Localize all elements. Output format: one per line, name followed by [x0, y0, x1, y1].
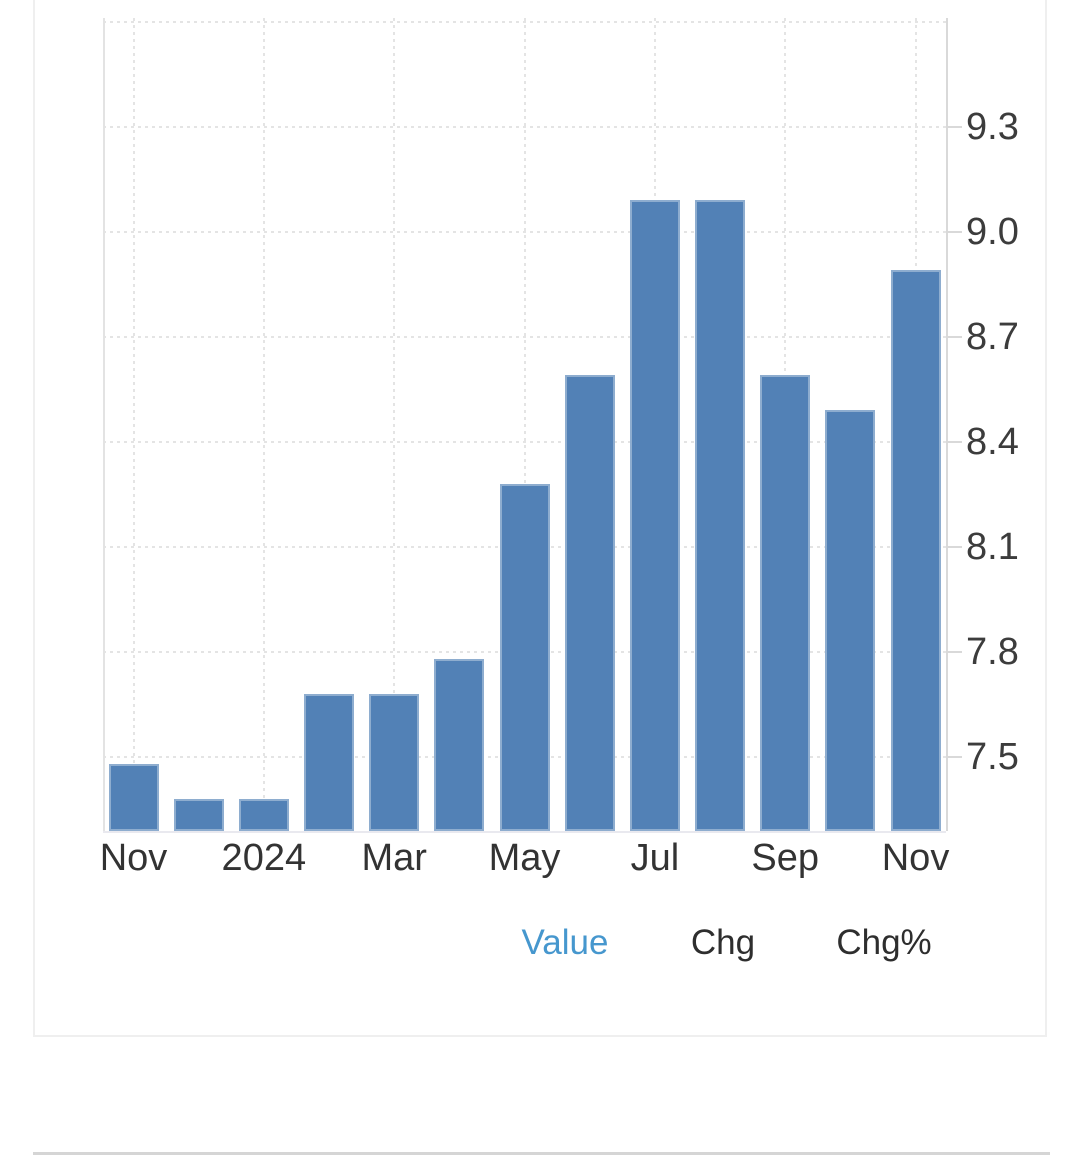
- tab-chg[interactable]: Chg: [690, 923, 756, 962]
- bar[interactable]: [825, 410, 876, 831]
- x-tick-label: Mar: [361, 837, 427, 879]
- bar[interactable]: [564, 375, 615, 831]
- bar[interactable]: [499, 484, 550, 831]
- y-tick-label: 9.0: [966, 210, 1019, 253]
- bar[interactable]: [369, 694, 420, 831]
- bottom-divider: [33, 1152, 1050, 1155]
- v-gridline: [523, 18, 526, 831]
- y-tick-label: 7.5: [966, 736, 1019, 779]
- y-tick: [946, 335, 962, 338]
- y-tick: [946, 230, 962, 233]
- y-tick: [946, 756, 962, 759]
- x-tick-label: 2024: [221, 837, 307, 879]
- plot-left-border: [103, 18, 105, 831]
- y-tick-label: 9.3: [966, 105, 1019, 148]
- x-axis-baseline: [103, 831, 946, 833]
- card-border-left: [33, 0, 35, 1037]
- x-tick-label: Jul: [630, 837, 680, 879]
- x-tick-label: Sep: [751, 837, 819, 879]
- x-tick-label: Nov: [99, 837, 168, 879]
- tab-value[interactable]: Value: [521, 923, 609, 962]
- y-tick: [946, 125, 962, 128]
- bar[interactable]: [304, 694, 354, 831]
- bar[interactable]: [629, 200, 680, 831]
- plot-area: [103, 18, 946, 833]
- x-tick-label: May: [488, 837, 561, 879]
- y-tick-label: 8.4: [966, 421, 1019, 464]
- v-gridline: [132, 18, 135, 831]
- y-tick-label: 8.1: [966, 526, 1019, 569]
- v-gridline: [393, 18, 396, 831]
- tab-chg-percent[interactable]: Chg%: [836, 923, 932, 962]
- y-tick-label: 8.7: [966, 315, 1019, 358]
- bar[interactable]: [108, 764, 159, 831]
- bar[interactable]: [434, 659, 485, 831]
- card-border-bottom: [33, 1035, 1047, 1037]
- y-tick: [946, 546, 962, 549]
- v-gridline: [262, 18, 265, 831]
- x-tick-label: Nov: [881, 837, 950, 879]
- y-axis-line: [946, 18, 948, 831]
- y-tick: [946, 651, 962, 654]
- bar[interactable]: [890, 270, 941, 831]
- bar[interactable]: [173, 799, 224, 831]
- y-tick-label: 7.8: [966, 631, 1019, 674]
- bar[interactable]: [760, 375, 811, 831]
- card-border-right: [1045, 0, 1047, 1037]
- bar[interactable]: [238, 799, 289, 831]
- y-tick: [946, 441, 962, 444]
- bar[interactable]: [695, 200, 746, 831]
